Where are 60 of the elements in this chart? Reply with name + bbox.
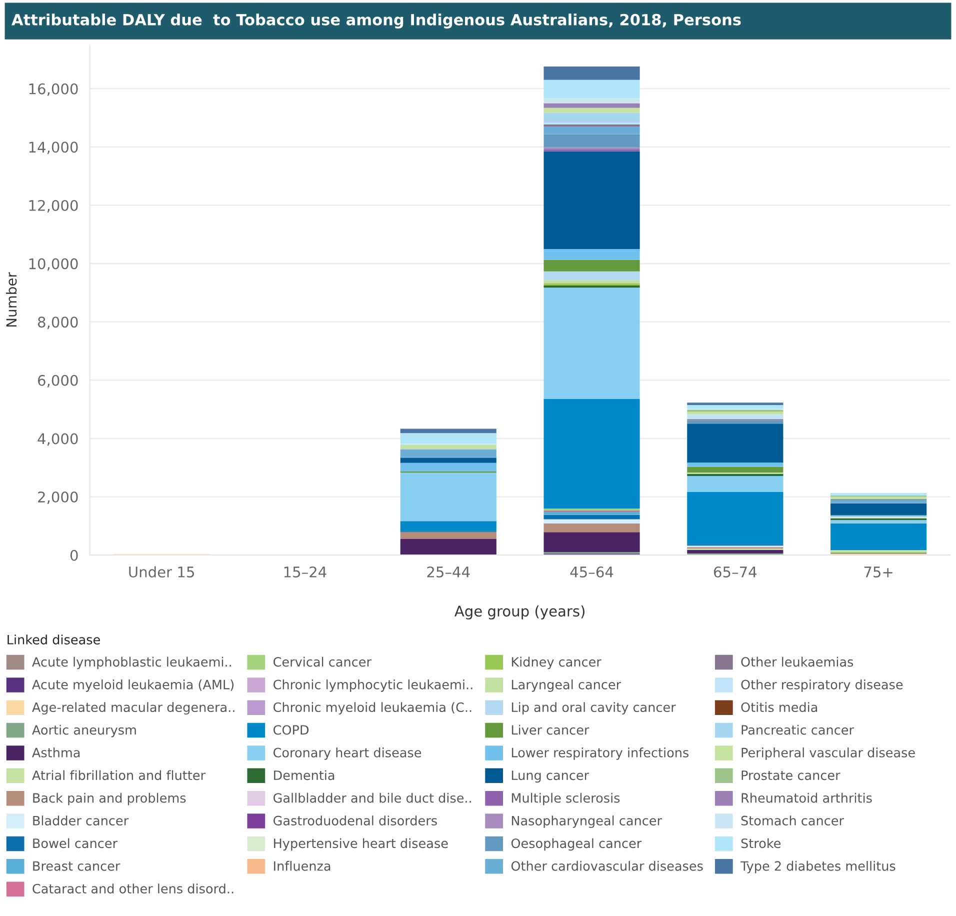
legend-label: Other cardiovascular diseases <box>511 860 703 871</box>
legend-label: Coronary heart disease <box>273 748 422 760</box>
legend-label: Cataract and other lens disord.. <box>32 884 234 894</box>
y-tick-label: 4,000 <box>38 433 78 446</box>
x-tick-label: 25–44 <box>427 566 470 578</box>
y-tick-label: 10,000 <box>29 258 78 271</box>
chart-title: Attributable DALY due to Tobacco use among Indigenous Australians, 2018, Persons <box>12 14 741 29</box>
y-tick-label: 8,000 <box>38 316 78 330</box>
y-tick-label: 14,000 <box>29 142 78 154</box>
x-axis-title: Age group (years) <box>454 605 584 620</box>
legend-label: Rheumatoid arthritis <box>742 792 872 803</box>
legend-label: Chronic myeloid leukaemia (C.. <box>273 702 472 715</box>
legend-label: Cervical cancer <box>273 656 372 667</box>
legend-label: Chronic lymphocytic leukaemi.. <box>273 679 472 692</box>
legend-label: Other leukaemias <box>741 656 854 667</box>
y-tick-label: 2,000 <box>38 492 78 504</box>
legend-label: Other respiratory disease <box>741 679 903 692</box>
x-tick-label: 65–74 <box>714 566 757 578</box>
legend-label: Atrial fibrillation and flutter <box>32 770 206 780</box>
legend-label: Influenza <box>274 860 330 871</box>
legend-label: Otitis media <box>741 702 818 712</box>
legend-label: Lower respiratory infections <box>512 748 689 760</box>
legend-label: Oesophageal cancer <box>511 838 642 851</box>
y-tick-label: 12,000 <box>29 200 78 212</box>
legend-title: Linked disease <box>8 634 100 644</box>
legend-label: Gastroduodenal disorders <box>273 816 437 826</box>
legend-label: Bowel cancer <box>33 838 118 848</box>
legend-label: Laryngeal cancer <box>512 679 622 692</box>
legend-label: Pancreatic cancer <box>742 724 854 735</box>
legend-label: Peripheral vascular disease <box>742 748 915 760</box>
legend-label: Breast cancer <box>33 861 120 871</box>
legend-label: Gallbladder and bile duct dise.. <box>273 792 471 803</box>
legend-label: Stroke <box>741 838 781 848</box>
legend-label: Nasopharyngeal cancer <box>512 816 662 828</box>
legend-label: Liver cancer <box>512 724 590 735</box>
legend-label: Stomach cancer <box>741 816 844 826</box>
legend-label: Hypertensive heart disease <box>274 838 448 851</box>
x-tick-label: 45–64 <box>570 566 614 578</box>
legend-label: Asthma <box>32 748 80 758</box>
legend-label: Age-related macular degenera.. <box>32 702 234 715</box>
legend-label: Acute myeloid leukaemia (AML) <box>32 679 234 692</box>
legend-label: Multiple sclerosis <box>512 792 620 806</box>
legend-label: Dementia <box>274 770 334 780</box>
legend-label: Prostate cancer <box>742 770 840 780</box>
legend-label: Back pain and problems <box>33 792 186 806</box>
x-tick-label: 75+ <box>864 566 892 578</box>
legend-label: Lip and oral cavity cancer <box>512 702 676 715</box>
y-tick-label: 16,000 <box>29 83 78 96</box>
legend-label: Type 2 diabetes mellitus <box>740 860 896 874</box>
legend-label: Kidney cancer <box>512 656 602 670</box>
y-tick-label: 6,000 <box>38 374 78 388</box>
legend-label: Acute lymphoblastic leukaemi.. <box>32 656 232 670</box>
legend-label: COPD <box>273 725 309 735</box>
legend-label: Lung cancer <box>512 770 590 783</box>
y-axis-title: Number <box>6 272 17 327</box>
y-tick-label: 0 <box>70 550 78 561</box>
x-tick-label: Under 15 <box>129 566 194 578</box>
legend-label: Bladder cancer <box>33 816 129 826</box>
legend-label: Aortic aneurysm <box>32 724 136 738</box>
x-tick-label: 15–24 <box>284 566 326 578</box>
